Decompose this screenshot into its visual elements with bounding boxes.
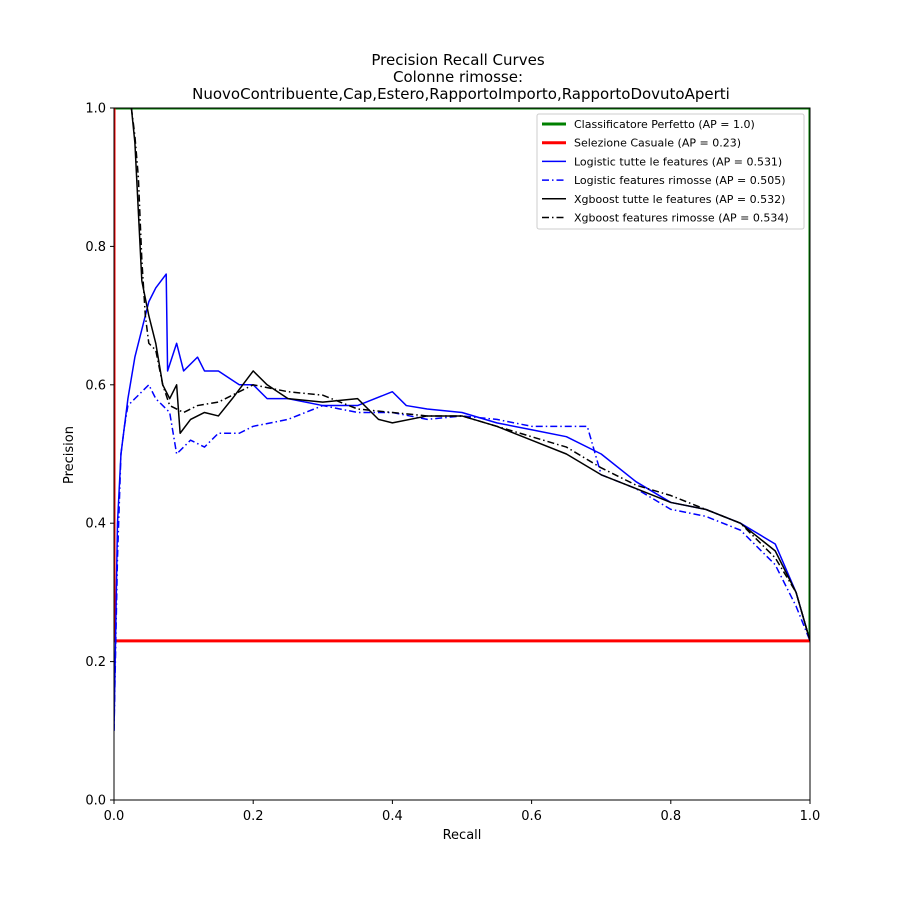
- y-tick-label: 0.6: [85, 378, 106, 393]
- legend-box: [536, 113, 805, 230]
- legend-label-3: Logistic tutte le features (AP = 0.531): [574, 155, 782, 168]
- legend: Classificatore Perfetto (AP = 1.0) Selezi…: [536, 113, 805, 230]
- x-tick-label: 0.8: [660, 809, 681, 824]
- y-tick-label: 1.0: [85, 102, 106, 117]
- chart-title: Precision Recall Curves: [371, 51, 544, 69]
- legend-label-6: Xgboost features rimosse (AP = 0.534): [574, 212, 789, 225]
- chart-subtitle-line-2: NuovoContribuente,Cap,Estero,RapportoImp…: [192, 85, 730, 103]
- series-line-4: [114, 384, 810, 731]
- x-axis: 0.0 0.2 0.4 0.6 0.8 1.0: [104, 800, 821, 824]
- x-tick-label: 0.2: [243, 809, 264, 824]
- y-tick-label: 0.8: [85, 240, 106, 255]
- x-tick-label: 0.4: [382, 809, 403, 824]
- series-line-6: [130, 108, 810, 642]
- y-axis: 0.0 0.2 0.4 0.6 0.8 1.0: [85, 102, 114, 809]
- y-tick-label: 0.4: [85, 517, 106, 532]
- plot-frame: [113, 107, 811, 801]
- series-line-5: [130, 108, 810, 642]
- legend-label-4: Logistic features rimosse (AP = 0.505): [574, 174, 785, 187]
- x-tick-label: 0.6: [521, 809, 542, 824]
- legend-label-2: Selezione Casuale (AP = 0.23): [574, 137, 741, 150]
- y-axis-label: Precision: [62, 426, 77, 484]
- series-layer: [114, 108, 810, 731]
- y-tick-label: 0.0: [85, 794, 106, 809]
- series-line-3: [114, 273, 810, 731]
- x-tick-label: 0.0: [104, 809, 125, 824]
- legend-label-5: Xgboost tutte le features (AP = 0.532): [574, 193, 785, 206]
- legend-label-1: Classificatore Perfetto (AP = 1.0): [574, 118, 755, 131]
- chart-subtitle-line-1: Colonne rimosse:: [393, 68, 523, 86]
- series-line-2: [114, 108, 810, 643]
- y-tick-label: 0.2: [85, 655, 106, 670]
- x-tick-label: 1.0: [800, 809, 821, 824]
- x-axis-label: Recall: [443, 828, 482, 843]
- plot-area: [113, 107, 811, 801]
